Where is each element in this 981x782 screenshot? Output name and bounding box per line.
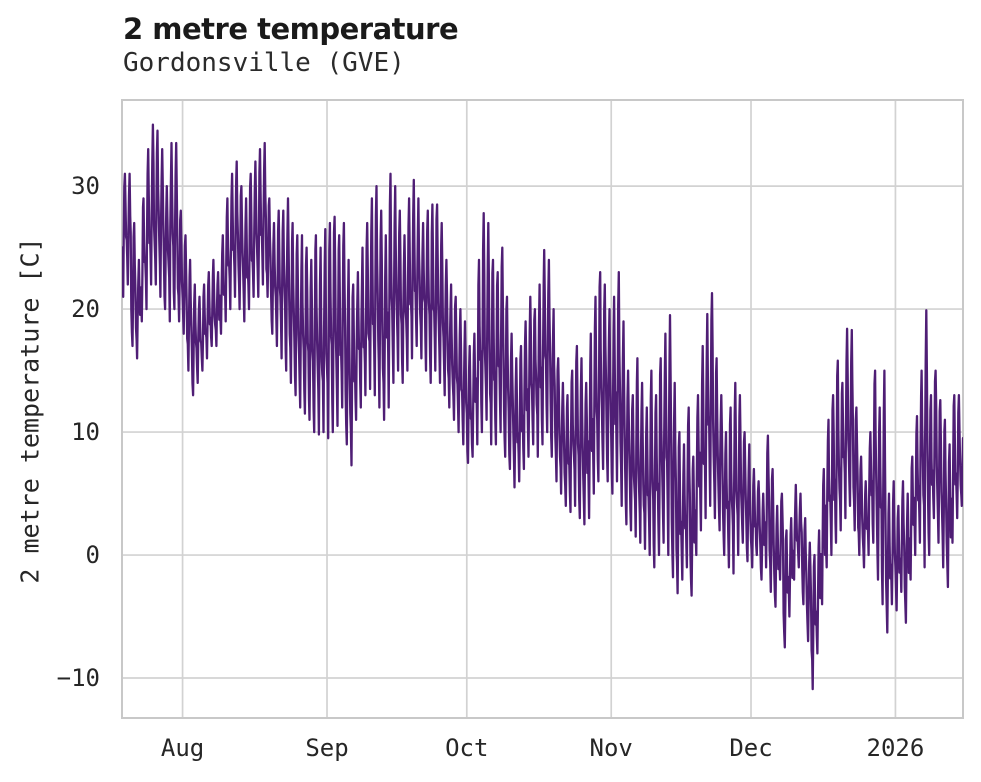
- chart-subtitle: Gordonsville (GVE): [123, 48, 405, 78]
- plot-border: [121, 99, 964, 719]
- y-tick-label: 20: [71, 295, 100, 323]
- x-tick-label: Aug: [161, 734, 204, 762]
- x-tick-label: Dec: [729, 734, 772, 762]
- y-tick-label: 30: [71, 172, 100, 200]
- x-tick-label: Sep: [305, 734, 348, 762]
- x-tick-label: Nov: [590, 734, 633, 762]
- temperature-line: [122, 123, 963, 691]
- x-tick-label: 2026: [867, 734, 925, 762]
- y-tick-label: −10: [57, 664, 100, 692]
- y-tick-label: 10: [71, 418, 100, 446]
- chart-title: 2 metre temperature: [123, 12, 459, 46]
- y-tick-label: 0: [86, 541, 100, 569]
- x-tick-label: Oct: [445, 734, 488, 762]
